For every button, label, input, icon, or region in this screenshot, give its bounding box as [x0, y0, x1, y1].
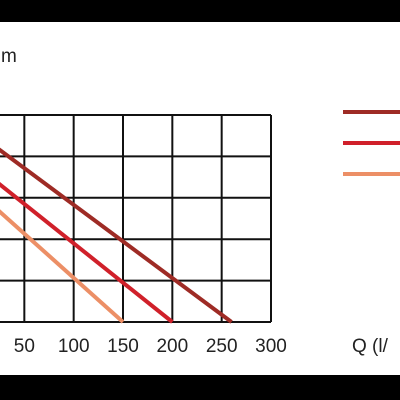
series-lines: [0, 147, 233, 324]
x-tick-label: 250: [206, 336, 238, 357]
series-line-1: [0, 147, 233, 324]
x-tick-label: 200: [156, 336, 188, 357]
x-tick-label: 300: [255, 336, 287, 357]
chart-panel: 50 100 150 200 250 300 m Q (l/: [0, 22, 400, 375]
pump-curve-chart: 50 100 150 200 250 300 m Q (l/: [0, 46, 400, 357]
y-axis-unit: m: [1, 46, 17, 67]
x-tick-labels: 50 100 150 200 250 300: [14, 336, 287, 357]
grid: [0, 114, 272, 323]
x-axis-label: Q (l/: [352, 336, 389, 357]
series-line-3: [0, 209, 125, 324]
x-tick-label: 100: [58, 336, 90, 357]
x-tick-label: 50: [14, 336, 35, 357]
series-line-2: [0, 182, 174, 324]
legend: [343, 110, 400, 176]
x-tick-label: 150: [107, 336, 139, 357]
